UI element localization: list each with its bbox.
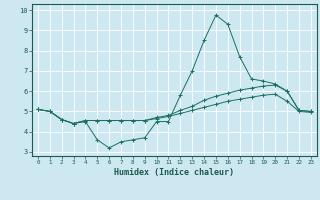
X-axis label: Humidex (Indice chaleur): Humidex (Indice chaleur) bbox=[115, 168, 234, 177]
